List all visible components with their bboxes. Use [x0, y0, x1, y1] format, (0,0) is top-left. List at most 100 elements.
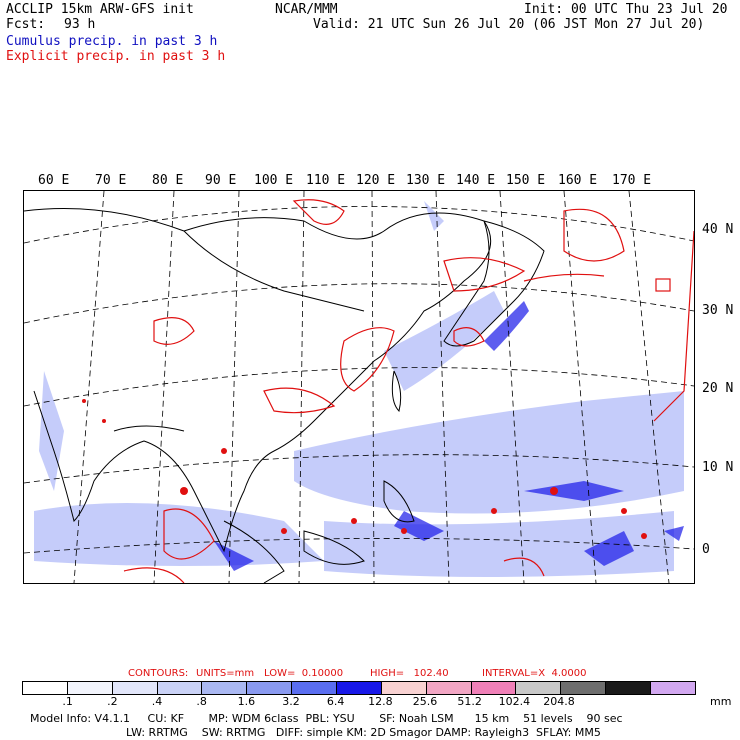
- contours-low: LOW= 0.10000: [264, 668, 344, 679]
- precip-cell: [82, 399, 86, 403]
- coastline: [443, 220, 545, 347]
- longitude-label: 70 E: [95, 173, 127, 188]
- latitude-label: 10 N: [702, 460, 734, 475]
- colorbar-swatch: [112, 682, 158, 694]
- cumulus-area: [524, 481, 624, 501]
- colorbar-swatch: [67, 682, 113, 694]
- colorbar-swatch: [23, 682, 68, 694]
- precip-cell: [550, 487, 558, 495]
- colorbar-tick-label: .8: [196, 695, 207, 708]
- precip-cell: [180, 487, 188, 495]
- latitude-label: 0: [702, 542, 710, 557]
- latitude-line: [24, 283, 694, 324]
- latitude-label: 20 N: [702, 381, 734, 396]
- precip-contour: [563, 208, 625, 262]
- colorbar-tick-label: 51.2: [457, 695, 482, 708]
- longitude-label: 100 E: [254, 173, 294, 188]
- colorbar-tick-label: .4: [151, 695, 163, 708]
- longitude-line: [371, 191, 375, 583]
- longitude-label: 150 E: [506, 173, 546, 188]
- longitude-line: [73, 191, 105, 583]
- longitude-label: 90 E: [205, 173, 237, 188]
- precip-colorbar: [22, 681, 696, 695]
- cumulus-legend: Cumulus precip. in past 3 h: [6, 34, 218, 49]
- longitude-line: [563, 191, 597, 583]
- colorbar-swatch: [516, 682, 562, 694]
- cumulus-heavy-areas: [214, 301, 684, 571]
- precip-contour: [523, 273, 605, 282]
- colorbar-swatch: [606, 682, 652, 694]
- cumulus-area: [294, 391, 684, 514]
- precip-cell: [621, 508, 627, 514]
- latitude-line: [24, 538, 694, 554]
- precip-contour: [443, 257, 526, 292]
- cumulus-area: [664, 526, 684, 541]
- explicit-precip-cells: [82, 399, 647, 539]
- map-canvas: [24, 191, 694, 583]
- colorbar-swatch: [202, 682, 248, 694]
- precip-contour: [292, 199, 345, 225]
- precip-contour: [655, 278, 671, 292]
- precip-cell: [491, 508, 497, 514]
- precipitation-map: [23, 190, 695, 584]
- precip-cell: [102, 419, 106, 423]
- colorbar-swatch: [157, 682, 203, 694]
- colorbar-swatch: [337, 682, 382, 694]
- longitude-label: 160 E: [558, 173, 598, 188]
- latlon-grid: [24, 191, 694, 583]
- cumulus-area: [394, 511, 444, 541]
- explicit-precip-contours: [123, 199, 694, 583]
- longitude-label: 140 E: [456, 173, 496, 188]
- colorbar-tick-label: 3.2: [282, 695, 300, 708]
- colorbar-swatch: [381, 682, 427, 694]
- contours-high: HIGH= 102.40: [370, 668, 449, 679]
- coastlines: [24, 208, 545, 583]
- contours-units: UNITS=mm: [196, 668, 255, 679]
- longitude-label: 170 E: [612, 173, 652, 188]
- cumulus-area: [584, 531, 634, 566]
- cumulus-area: [214, 541, 254, 571]
- init-time: Init: 00 UTC Thu 23 Jul 20: [524, 2, 728, 17]
- cumulus-precip-areas: [34, 201, 684, 577]
- cumulus-area: [39, 371, 64, 491]
- longitude-label: 130 E: [406, 173, 446, 188]
- latitude-label: 30 N: [702, 303, 734, 318]
- precip-cell: [351, 518, 357, 524]
- precip-contour: [503, 557, 545, 577]
- precip-contour: [123, 567, 185, 583]
- longitude-line: [228, 191, 240, 583]
- valid-time: Valid: 21 UTC Sun 26 Jul 20 (06 JST Mon …: [313, 17, 705, 32]
- institution-label: NCAR/MMM: [275, 2, 338, 17]
- latitude-label: 40 N: [702, 222, 734, 237]
- precip-contour: [340, 327, 395, 392]
- colorbar-tick-label: 1.6: [237, 695, 256, 708]
- colorbar-swatch: [471, 682, 517, 694]
- colorbar-unit: mm: [710, 695, 732, 708]
- colorbar-tick-label: 25.6: [412, 695, 438, 708]
- precip-cell: [401, 528, 407, 534]
- forecast-label: Fcst:: [6, 17, 46, 32]
- contours-interval: INTERVAL=X 4.0000: [482, 668, 587, 679]
- forecast-hour: 93 h: [64, 17, 96, 32]
- longitude-label: 110 E: [306, 173, 346, 188]
- precip-cell: [641, 533, 647, 539]
- precip-contour: [153, 317, 195, 345]
- colorbar-tick-label: .1: [62, 695, 73, 708]
- colorbar-swatch: [426, 682, 472, 694]
- precip-cell: [281, 528, 287, 534]
- model-info-line2: LW: RRTMG SW: RRTMG DIFF: simple KM: 2D …: [126, 726, 601, 739]
- coastline: [391, 370, 402, 412]
- longitude-label: 60 E: [38, 173, 70, 188]
- longitude-line: [153, 191, 175, 583]
- precip-contour: [653, 230, 694, 422]
- model-info-line1: Model Info: V4.1.1 CU: KF MP: WDM 6class…: [30, 712, 623, 725]
- country-border: [113, 425, 185, 432]
- longitude-line: [298, 191, 305, 583]
- longitude-line: [435, 191, 450, 583]
- colorbar-tick-label: 6.4: [326, 695, 345, 708]
- latitude-line: [24, 206, 694, 244]
- longitude-label: 120 E: [356, 173, 396, 188]
- contours-label: CONTOURS:: [128, 668, 189, 679]
- coastline: [223, 520, 285, 583]
- colorbar-tick-label: 102.4: [498, 695, 531, 708]
